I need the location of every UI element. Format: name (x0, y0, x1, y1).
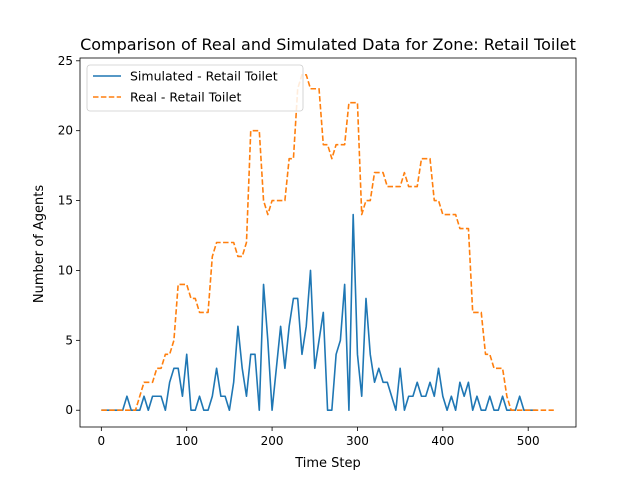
series-line-2 (101, 73, 554, 412)
plot-area: 0 100 200 300 400 500 0 5 10 15 20 25 (58, 54, 577, 448)
legend-box (86, 64, 304, 112)
x-tick-label: 0 (98, 434, 106, 448)
x-tick-label: 200 (261, 434, 284, 448)
y-axis-label: Number of Agents (32, 185, 47, 303)
legend: Simulated - Retail Toilet Real - Retail T… (86, 64, 304, 112)
y-tick-label: 5 (65, 333, 73, 347)
x-axis-label: Time Step (294, 456, 361, 471)
y-tick-label: 15 (58, 194, 73, 208)
x-tick-label: 500 (517, 434, 540, 448)
x-tick-label: 400 (431, 434, 454, 448)
y-tick-label: 10 (58, 263, 73, 277)
y-tick-label: 25 (58, 54, 73, 68)
legend-label-2: Real - Retail Toilet (130, 90, 241, 105)
y-tick-label: 20 (58, 124, 73, 138)
legend-label-1: Simulated - Retail Toilet (130, 69, 278, 84)
chart-title: Comparison of Real and Simulated Data fo… (80, 35, 576, 54)
series-line-1 (101, 213, 537, 412)
axes-frame (79, 57, 577, 428)
x-tick-label: 100 (175, 434, 198, 448)
y-tick-label: 0 (65, 403, 73, 417)
x-tick-label: 300 (346, 434, 369, 448)
